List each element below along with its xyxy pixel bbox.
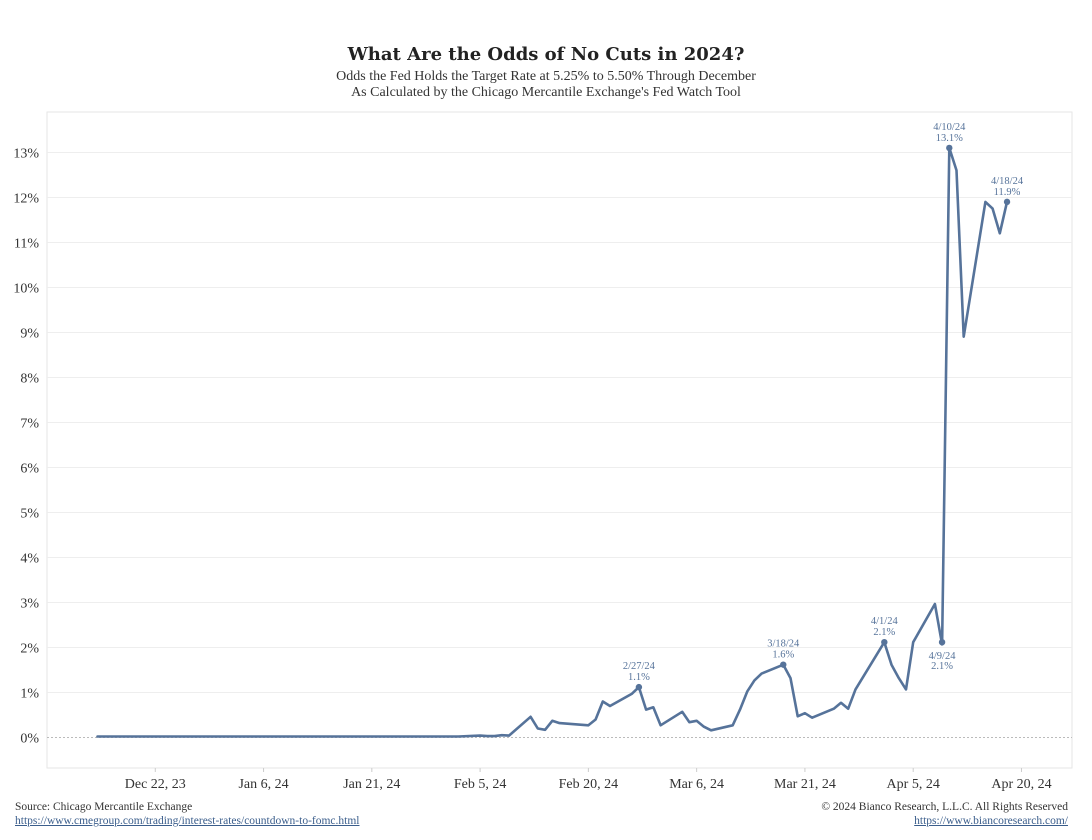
annotation-point bbox=[1003, 198, 1011, 206]
annotation-value-label: 11.9% bbox=[994, 187, 1021, 198]
website-link[interactable]: https://www.biancoresearch.com/ bbox=[914, 815, 1068, 827]
chart-subtitle-line-2: As Calculated by the Chicago Mercantile … bbox=[351, 85, 741, 100]
y-tick-label: 10% bbox=[13, 282, 39, 297]
annotation-date-label: 3/18/24 bbox=[767, 639, 800, 650]
series-line bbox=[96, 146, 1009, 738]
y-tick-label: 8% bbox=[20, 372, 39, 387]
x-tick-label: Jan 21, 24 bbox=[343, 777, 400, 792]
annotation-point bbox=[946, 144, 953, 152]
y-tick-label: 7% bbox=[20, 417, 39, 432]
y-tick-label: 4% bbox=[20, 552, 39, 567]
annotation-value-label: 1.1% bbox=[628, 672, 650, 683]
x-tick-label: Apr 5, 24 bbox=[887, 777, 940, 792]
annotation-point bbox=[881, 638, 888, 646]
x-tick-label: Dec 22, 23 bbox=[125, 777, 186, 792]
annotation-date-label: 4/1/24 bbox=[871, 616, 899, 627]
annotation-value-label: 13.1% bbox=[936, 133, 963, 144]
x-tick-label: Mar 21, 24 bbox=[774, 777, 836, 792]
source-note: Source: Chicago Mercantile Exchange bbox=[15, 801, 193, 813]
y-tick-label: 13% bbox=[13, 147, 39, 162]
y-tick-label: 5% bbox=[20, 507, 39, 522]
x-tick-label: Jan 6, 24 bbox=[238, 777, 288, 792]
y-tick-label: 0% bbox=[20, 732, 39, 747]
y-tick-label: 11% bbox=[14, 237, 39, 252]
y-tick-label: 12% bbox=[13, 192, 39, 207]
chart-title: What Are the Odds of No Cuts in 2024? bbox=[347, 44, 745, 65]
chart-subtitle-line-1: Odds the Fed Holds the Target Rate at 5.… bbox=[336, 69, 756, 84]
y-tick-label: 2% bbox=[20, 642, 39, 657]
annotation-point bbox=[938, 638, 946, 646]
annotation-date-label: 4/9/24 bbox=[929, 651, 957, 662]
website-link-text[interactable]: https://www.biancoresearch.com/ bbox=[914, 815, 1068, 827]
annotation-date-label: 4/10/24 bbox=[933, 122, 966, 133]
plot-area bbox=[46, 111, 1073, 769]
y-tick-label: 9% bbox=[20, 327, 39, 342]
source-link[interactable]: https://www.cmegroup.com/trading/interes… bbox=[15, 815, 360, 827]
y-tick-label: 6% bbox=[20, 462, 39, 477]
annotation-value-label: 2.1% bbox=[873, 627, 895, 638]
y-tick-label: 3% bbox=[20, 597, 39, 612]
annotation-date-label: 2/27/24 bbox=[623, 661, 656, 672]
x-tick-label: Feb 20, 24 bbox=[559, 777, 619, 792]
annotation-point bbox=[780, 661, 787, 668]
annotation-value-label: 2.1% bbox=[931, 661, 953, 672]
annotation-value-label: 1.6% bbox=[772, 650, 794, 661]
x-tick-label: Mar 6, 24 bbox=[669, 777, 724, 792]
x-tick-label: Feb 5, 24 bbox=[454, 777, 507, 792]
copyright-note: © 2024 Bianco Research, L.L.C. All Right… bbox=[821, 801, 1068, 813]
x-tick-label: Apr 20, 24 bbox=[991, 777, 1051, 792]
y-tick-label: 1% bbox=[20, 687, 39, 702]
source-link-text[interactable]: https://www.cmegroup.com/trading/interes… bbox=[15, 815, 360, 827]
annotation-point bbox=[635, 683, 643, 691]
annotation-date-label: 4/18/24 bbox=[991, 176, 1024, 187]
